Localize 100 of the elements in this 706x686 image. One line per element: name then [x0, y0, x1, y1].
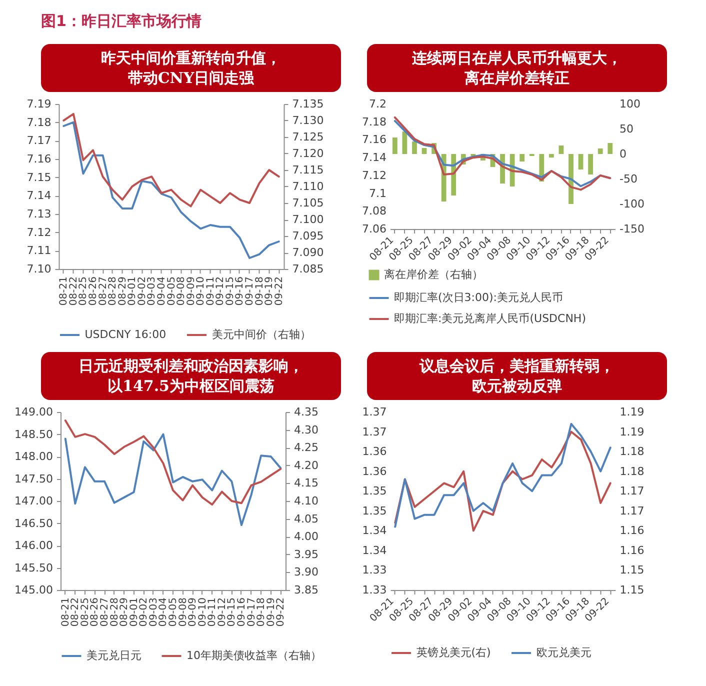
bar	[608, 143, 613, 154]
y-tick-label: 1.33	[362, 564, 387, 577]
y-tick-label: 7.1	[369, 186, 387, 200]
x-tick-label: 09-10	[197, 598, 208, 627]
y-tick-label: 7.18	[26, 116, 52, 129]
line-series	[62, 112, 280, 208]
y2-tick-label: -50	[620, 172, 638, 186]
legend-label: 美元兑日元	[86, 649, 142, 662]
y2-tick-label: 100	[620, 98, 641, 110]
line-series	[64, 433, 282, 526]
y-tick-label: 7.2	[369, 98, 387, 110]
x-tick-label: 09-03	[146, 276, 158, 306]
legend-label: 英镑兑美元(右)	[416, 646, 491, 659]
bar	[520, 154, 525, 162]
y-tick-label: 7.12	[362, 168, 387, 182]
bar	[412, 142, 417, 154]
x-tick-label: 08-22	[70, 598, 82, 627]
x-tick-label: 09-19	[266, 598, 277, 627]
y-tick-label: 1.37	[362, 406, 387, 418]
x-tick-label: 08-25	[80, 598, 91, 627]
y-tick-label: 147.00	[14, 494, 53, 508]
x-tick-label: 09-08	[176, 276, 188, 306]
y-tick-label: 1.36	[362, 464, 387, 478]
x-tick-label: 09-05	[166, 276, 178, 306]
legend-label: 即期汇率:美元兑离岸人民币(USDCNH)	[394, 312, 586, 325]
y2-tick-label: 0	[620, 148, 627, 160]
legend-label: USDCNY 16:00	[84, 328, 166, 341]
y-tick-label: 145.00	[14, 584, 53, 596]
y-tick-label: 1.34	[362, 524, 387, 538]
y2-tick-label: 4.20	[294, 458, 318, 472]
x-tick-label: 09-01	[128, 598, 140, 627]
y2-tick-label: 7.125	[292, 130, 324, 144]
y2-tick-label: 7.135	[292, 98, 324, 110]
y2-tick-label: 1.16	[620, 524, 644, 538]
y2-tick-label: 7.105	[292, 196, 324, 210]
y-tick-label: 148.50	[14, 428, 53, 441]
y2-tick-label: 7.100	[292, 213, 324, 226]
y-tick-label: 1.34	[362, 544, 387, 557]
legend-label: 10年期美债收益率（右轴）	[186, 649, 322, 662]
chart-title: 昨天中间价重新转向升值，带动CNY日间走强	[101, 49, 281, 87]
chart-title: 连续两日在岸人民币升幅更大，离在岸价差转正	[411, 49, 622, 87]
x-tick-label: 09-09	[188, 598, 199, 627]
y2-tick-label: 1.17	[620, 504, 644, 518]
y-tick-label: 1.35	[362, 504, 387, 518]
y-tick-label: 1.35	[362, 484, 387, 498]
x-tick-label: 08-28	[109, 598, 120, 627]
x-tick-label: 09-16	[234, 276, 246, 306]
y2-tick-label: 3.90	[294, 566, 318, 579]
y-tick-label: 149.00	[14, 406, 53, 418]
x-tick-label: 09-09	[186, 276, 197, 306]
y-tick-label: 146.00	[14, 539, 53, 552]
y-tick-label: 148.00	[14, 450, 53, 463]
y2-tick-label: 1.19	[620, 406, 644, 418]
legend-label: 欧元兑美元	[536, 646, 592, 659]
x-tick-label: 08-21	[60, 598, 72, 627]
y-tick-label: 7.18	[362, 115, 387, 128]
bar	[568, 154, 574, 204]
bar	[578, 154, 584, 170]
y-tick-label: 7.10	[26, 262, 52, 276]
x-tick-label: 09-17	[244, 276, 256, 306]
bar	[422, 148, 427, 154]
y2-tick-label: 7.110	[292, 180, 324, 193]
y-tick-label: 147.50	[14, 472, 53, 486]
x-tick-label: 09-17	[246, 598, 258, 627]
x-tick-label: 09-01	[127, 276, 138, 306]
x-tick-label: 09-22	[274, 276, 285, 306]
bar	[392, 138, 398, 154]
x-tick-label: 08-21	[58, 276, 70, 306]
x-tick-label: 08-27	[98, 276, 109, 306]
y2-tick-label: 4.05	[294, 512, 318, 526]
x-tick-label: 08-22	[68, 276, 80, 306]
y2-tick-label: 1.18	[620, 445, 644, 458]
legend-label: 美元中间价（右轴）	[212, 328, 311, 341]
line-series	[64, 420, 282, 506]
x-tick-label: 09-12	[216, 598, 228, 627]
x-tick-label: 09-15	[226, 598, 238, 627]
x-tick-label: 09-12	[215, 276, 226, 306]
bar	[402, 132, 408, 154]
y2-tick-label: 7.120	[292, 147, 324, 160]
x-tick-label: 08-29	[117, 276, 128, 306]
y2-tick-label: 1.16	[620, 544, 644, 557]
y2-tick-label: 4.25	[294, 441, 318, 454]
x-tick-label: 08-28	[108, 276, 119, 306]
y-tick-label: 7.14	[362, 151, 387, 164]
x-tick-label: 09-11	[205, 276, 216, 306]
bar	[598, 148, 603, 154]
y2-tick-label: 1.15	[620, 564, 644, 577]
legend-label: 离在岸价差（右轴）	[384, 268, 484, 281]
y2-tick-label: 3.95	[294, 548, 318, 561]
x-tick-label: 08-26	[88, 276, 99, 306]
y-tick-label: 7.19	[26, 98, 52, 110]
legend-label: 即期汇率(次日3:00):美元兑人民币	[394, 291, 564, 304]
y2-tick-label: 4.10	[294, 494, 318, 508]
x-tick-label: 09-04	[156, 276, 168, 306]
x-tick-label: 08-27	[100, 598, 111, 627]
y2-tick-label: 50	[620, 122, 634, 136]
y2-tick-label: -150	[620, 222, 644, 236]
y2-tick-label: 1.18	[620, 464, 644, 478]
y-tick-label: 7.15	[26, 170, 52, 184]
y2-tick-label: 7.095	[292, 230, 324, 242]
